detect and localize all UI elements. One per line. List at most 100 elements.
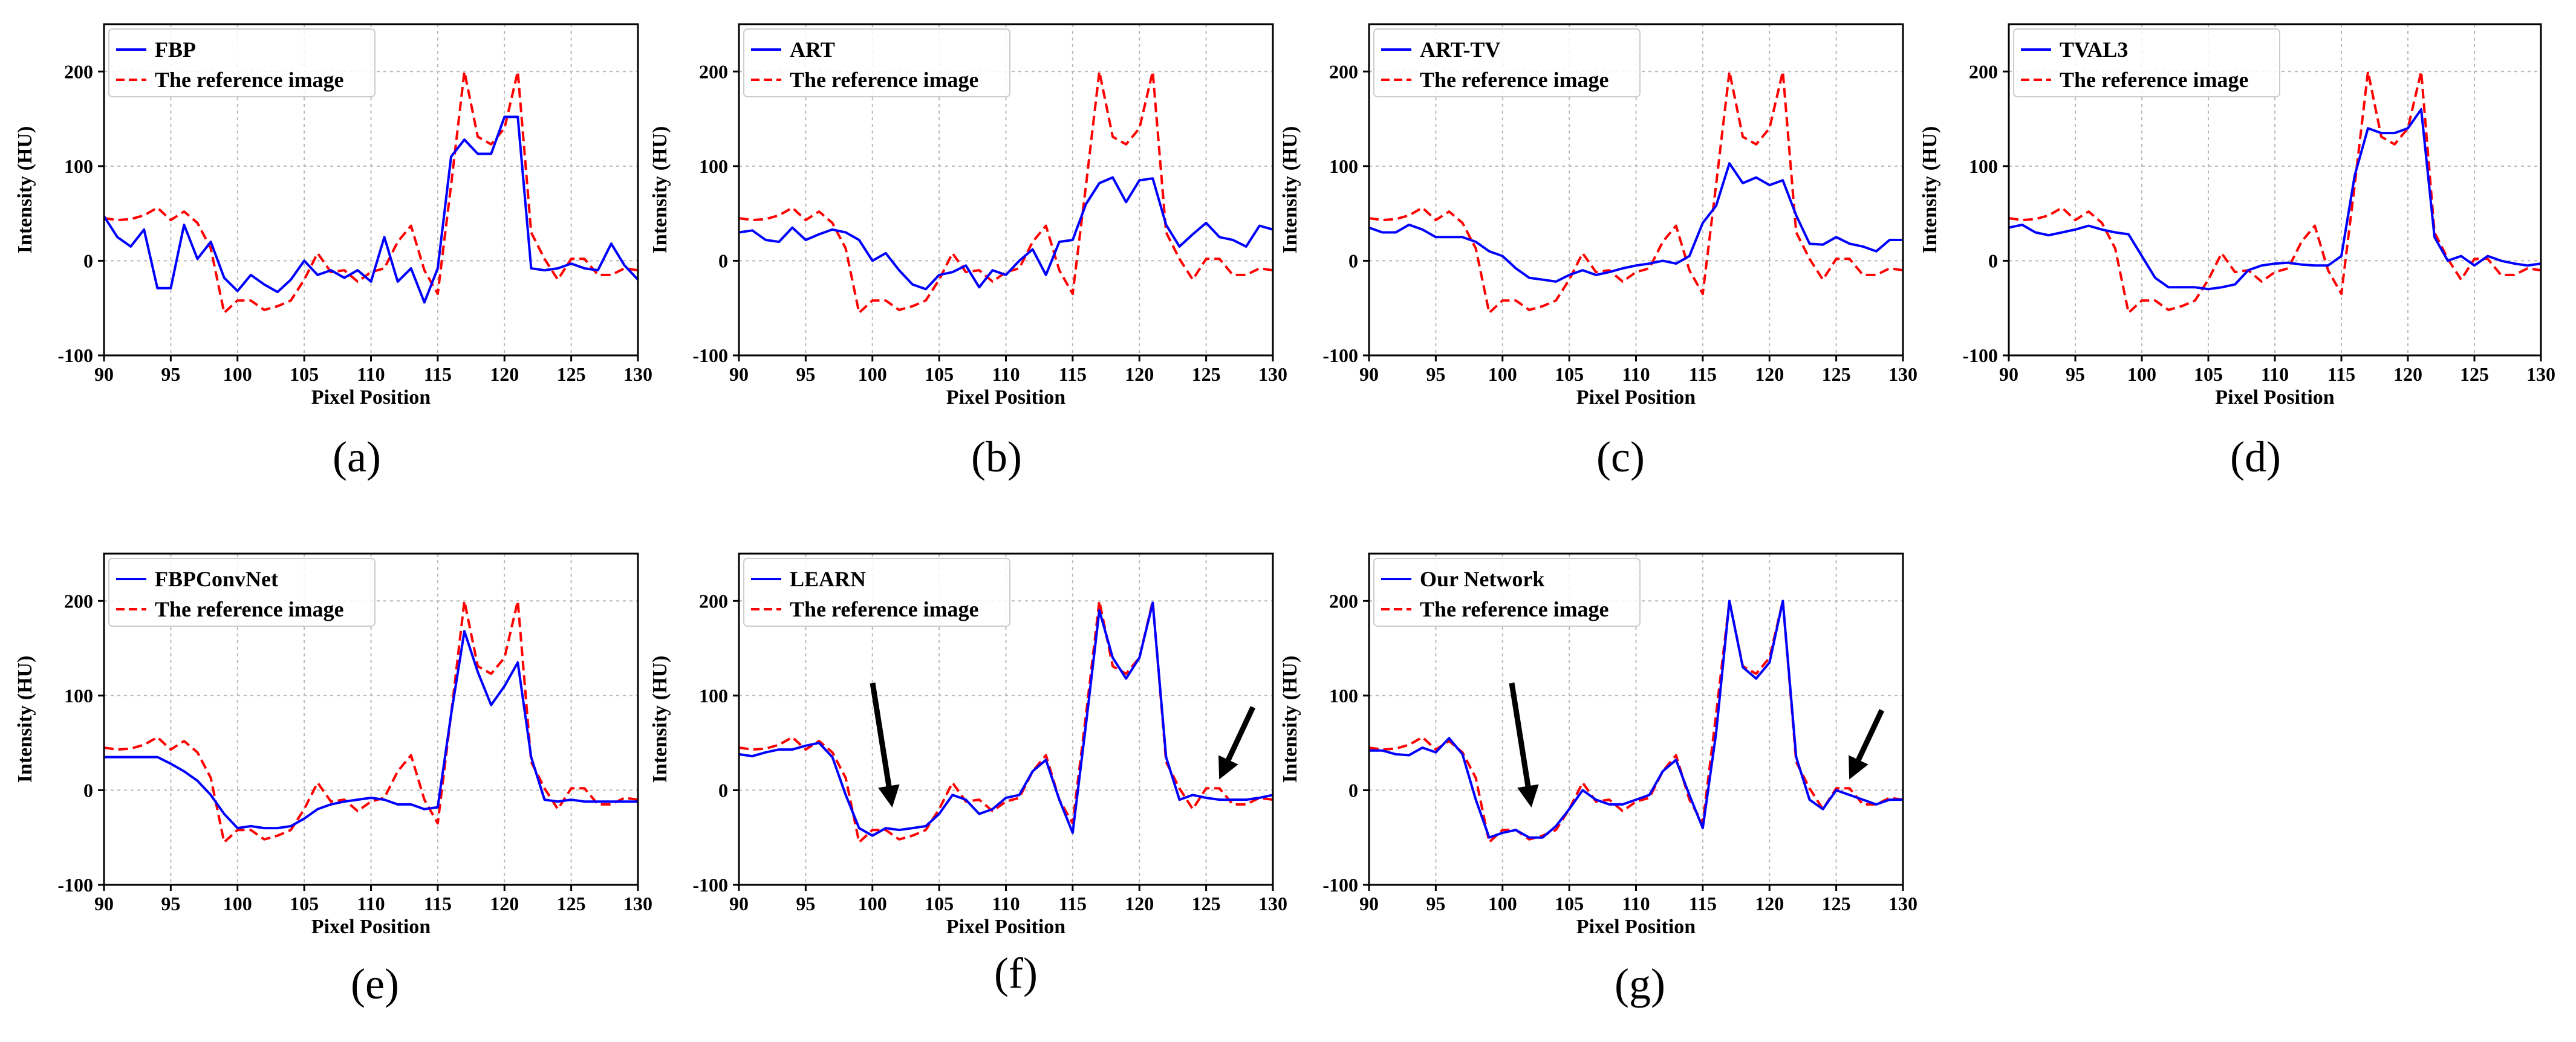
- x-tick-label: 95: [1426, 363, 1445, 385]
- x-tick-label: 95: [796, 363, 815, 385]
- legend-box: [2013, 28, 2280, 97]
- y-tick-label: 200: [1969, 60, 1998, 82]
- chart-panel: 90 95 100 105 110 115 120 125 130 -100 0 100 200 Pixe…: [14, 552, 652, 1008]
- x-tick-label: 90: [729, 893, 749, 914]
- y-axis-label: Intensity (HU): [649, 656, 671, 783]
- x-tick-label: 130: [1258, 893, 1287, 914]
- y-tick-label: 0: [718, 779, 728, 801]
- panel-caption: (f): [994, 949, 1038, 997]
- chart-panel: 90 95 100 105 110 115 120 125 130 -100 0 100 200 Pixe…: [14, 23, 652, 481]
- x-tick-label: 95: [1426, 893, 1445, 914]
- series-line-method: [738, 176, 1273, 291]
- x-tick-label: 120: [2393, 363, 2422, 385]
- series-line-reference: [2008, 70, 2542, 314]
- series-line-reference: [738, 70, 1273, 314]
- legend-box: [743, 558, 1010, 627]
- x-tick-label: 105: [290, 893, 319, 914]
- annotation-arrow-icon: [1509, 682, 1539, 808]
- chart-panel: 90 95 100 105 110 115 120 125 130 -100 0 100 200 Pixe…: [1279, 23, 1917, 481]
- x-tick-label: 115: [1059, 893, 1087, 914]
- panel-caption: (g): [1615, 960, 1665, 1008]
- y-tick-label: 0: [1348, 779, 1358, 801]
- chart-panel: 90 95 100 105 110 115 120 125 130 -100 0 100 200 Pixe…: [649, 552, 1287, 997]
- series-line-method: [104, 630, 638, 830]
- y-tick-label: 100: [64, 685, 93, 707]
- x-tick-label: 95: [161, 363, 180, 385]
- chart-panel: 90 95 100 105 110 115 120 125 130 -100 0 100 200 Pixe…: [1919, 23, 2555, 481]
- x-tick-label: 110: [357, 363, 385, 385]
- legend-label: The reference image: [155, 597, 344, 621]
- legend: ART The reference image: [743, 28, 1010, 97]
- x-tick-label: 110: [992, 363, 1020, 385]
- x-tick-label: 100: [2127, 363, 2156, 385]
- x-tick-label: 130: [623, 363, 652, 385]
- annotation-arrow-icon: [1218, 706, 1256, 780]
- x-tick-label: 125: [1192, 893, 1221, 914]
- legend-label: The reference image: [1420, 68, 1609, 92]
- legend-label: FBPConvNet: [155, 567, 278, 591]
- y-axis-label: Intensity (HU): [649, 126, 671, 254]
- legend: Our Network The reference image: [1373, 558, 1641, 627]
- legend-label: LEARN: [790, 567, 866, 591]
- legend-label: FBP: [155, 37, 196, 62]
- y-tick-label: 100: [1329, 685, 1358, 707]
- y-tick-label: 200: [1329, 590, 1358, 612]
- x-axis-label: Pixel Position: [311, 386, 431, 409]
- y-tick-label: -100: [57, 874, 93, 896]
- x-tick-label: 115: [424, 893, 452, 914]
- y-tick-label: -100: [692, 874, 728, 896]
- x-tick-label: 130: [1888, 893, 1917, 914]
- x-tick-label: 130: [1258, 363, 1287, 385]
- x-tick-label: 115: [2327, 363, 2355, 385]
- x-tick-label: 100: [1488, 893, 1517, 914]
- x-tick-label: 105: [1555, 363, 1584, 385]
- y-tick-label: -100: [1322, 345, 1358, 366]
- series-line-reference: [103, 70, 639, 314]
- x-tick-label: 95: [2066, 363, 2085, 385]
- panel-caption: (a): [333, 433, 381, 481]
- series-line-reference: [738, 600, 1273, 844]
- panel-caption: (c): [1596, 433, 1645, 481]
- x-tick-label: 110: [2261, 363, 2289, 385]
- y-axis-label: Intensity (HU): [1279, 656, 1301, 783]
- x-tick-label: 90: [729, 363, 749, 385]
- x-tick-label: 100: [223, 893, 252, 914]
- x-tick-label: 115: [424, 363, 452, 385]
- legend-box: [108, 558, 376, 627]
- x-tick-label: 105: [925, 363, 954, 385]
- series-line-reference: [1368, 70, 1904, 314]
- x-tick-label: 90: [1359, 893, 1379, 914]
- x-tick-label: 90: [94, 363, 114, 385]
- legend-label: TVAL3: [2060, 37, 2128, 62]
- y-tick-label: 100: [1329, 155, 1358, 177]
- x-tick-label: 110: [1622, 363, 1650, 385]
- series-line-method: [2008, 108, 2542, 291]
- x-tick-label: 130: [623, 893, 652, 914]
- chart-panel: 90 95 100 105 110 115 120 125 130 -100 0 100 200 Pixe…: [1279, 552, 1917, 1008]
- x-tick-label: 120: [490, 363, 519, 385]
- x-axis-label: Pixel Position: [2215, 386, 2334, 409]
- legend: FBPConvNet The reference image: [108, 558, 376, 627]
- x-tick-label: 95: [796, 893, 815, 914]
- panel-caption: (b): [971, 433, 1022, 481]
- series-line-method: [103, 115, 639, 304]
- legend-label: ART-TV: [1420, 37, 1500, 62]
- x-tick-label: 100: [1488, 363, 1517, 385]
- x-tick-label: 125: [2460, 363, 2489, 385]
- x-axis-label: Pixel Position: [946, 386, 1065, 409]
- y-tick-label: 0: [1988, 250, 1998, 271]
- y-tick-label: 100: [64, 155, 93, 177]
- x-tick-label: 100: [223, 363, 252, 385]
- x-tick-label: 105: [1555, 893, 1584, 914]
- x-tick-label: 120: [1755, 363, 1784, 385]
- x-tick-label: 90: [1999, 363, 2018, 385]
- y-tick-label: 200: [64, 590, 93, 612]
- x-tick-label: 125: [557, 893, 586, 914]
- y-tick-label: 0: [83, 779, 93, 801]
- legend-label: The reference image: [1420, 597, 1609, 621]
- series-line-method: [1368, 162, 1903, 283]
- x-tick-label: 110: [357, 893, 385, 914]
- x-tick-label: 120: [1125, 363, 1154, 385]
- x-tick-label: 105: [925, 893, 954, 914]
- legend-box: [1373, 558, 1641, 627]
